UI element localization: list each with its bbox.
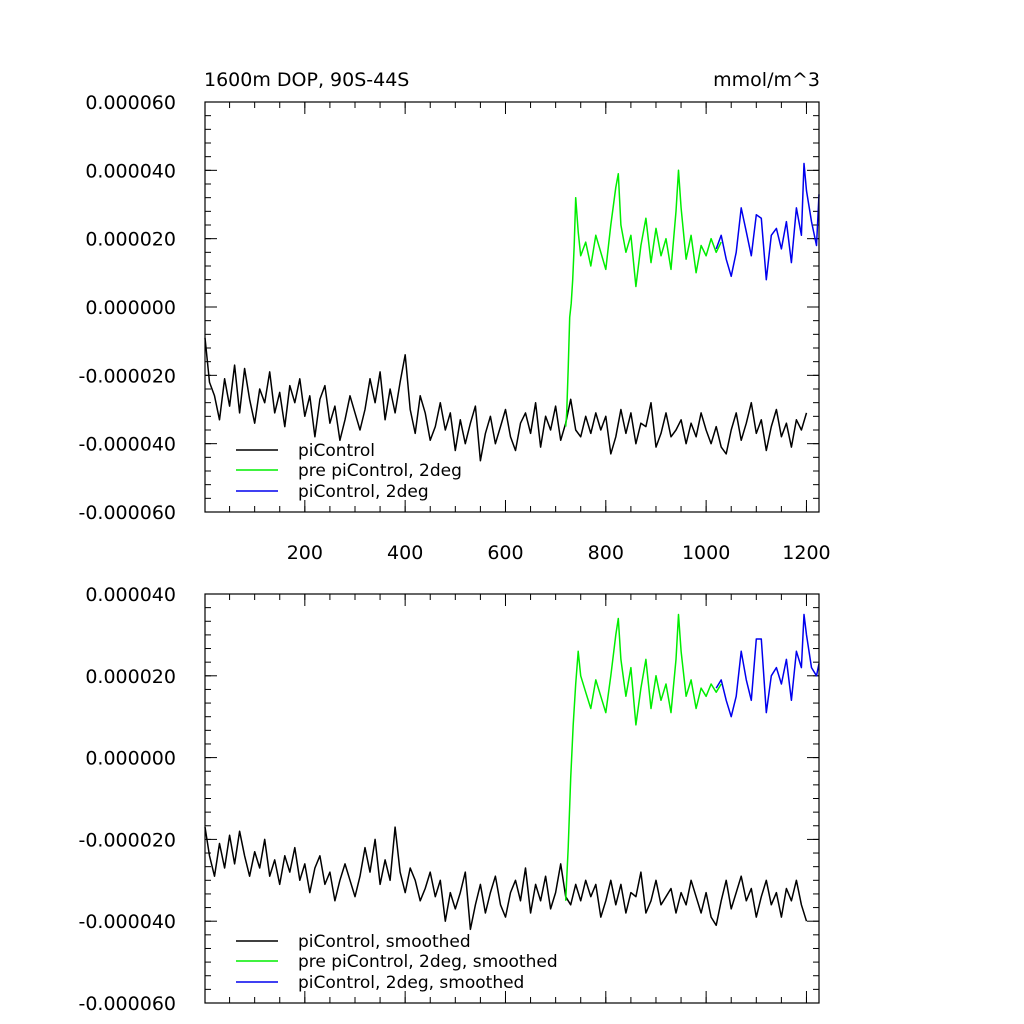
x-tick-label: 600	[487, 542, 523, 564]
legend-label-picontrol-2deg: piControl, 2deg	[298, 482, 429, 502]
series-line-picontrol-2deg-smoothed	[715, 613, 820, 718]
y-tick-label: -0.000060	[78, 502, 176, 524]
y-tick-label: 0.000020	[85, 666, 176, 688]
series-lines	[204, 162, 820, 462]
y-tick-label: -0.000020	[78, 829, 176, 851]
units-label: mmol/m^3	[713, 69, 820, 91]
legend-label-picontrol: piControl	[298, 441, 375, 461]
y-tick-label: -0.000060	[78, 993, 176, 1015]
series-line-pre-picontrol-2deg	[564, 169, 722, 427]
y-tick-label: 0.000040	[85, 160, 176, 182]
series-line-pre-picontrol-2deg-smoothed	[564, 613, 722, 901]
legend-label-pre-picontrol-2deg-smoothed: pre piControl, 2deg, smoothed	[298, 952, 558, 972]
y-tick-labels: 0.000040 0.000020 0.000000 -0.000020 -0.0000…	[78, 584, 176, 1015]
y-tick-label: 0.000000	[85, 297, 176, 319]
y-tick-label: 0.000040	[85, 584, 176, 606]
x-tick-label: 1200	[782, 542, 830, 564]
x-tick-label: 400	[387, 542, 423, 564]
series-line-picontrol-2deg	[715, 162, 820, 281]
y-tick-label: 0.000020	[85, 229, 176, 251]
x-tick-label: 1000	[682, 542, 730, 564]
y-tick-label: 0.000000	[85, 748, 176, 770]
legend-label-picontrol-2deg-smoothed: piControl, 2deg, smoothed	[298, 973, 524, 993]
x-tick-labels: 200 400 600 800 1000 1200	[287, 542, 831, 564]
legend-label-picontrol-smoothed: piControl, smoothed	[298, 932, 471, 952]
y-tick-labels: 0.000060 0.000040 0.000020 0.000000 -0.00002…	[78, 92, 176, 524]
plot-frame	[204, 101, 820, 513]
panel-title: 1600m DOP, 90S-44S	[204, 69, 409, 91]
y-tick-label: -0.000020	[78, 365, 176, 387]
legend: piControl, smoothed pre piControl, 2deg,…	[236, 932, 558, 993]
legend: piControl pre piControl, 2deg piControl,…	[236, 441, 462, 502]
y-tick-label: 0.000060	[85, 92, 176, 114]
top-panel: 1600m DOP, 90S-44S mmol/m^3 0.0000600.00…	[78, 69, 830, 564]
legend-label-pre-picontrol-2deg: pre piControl, 2deg	[298, 461, 462, 481]
series-line-picontrol-smoothed	[204, 826, 808, 931]
y-tick-label: -0.000040	[78, 911, 176, 933]
bottom-panel: 0.000040 0.000020 0.000000 -0.000020 -0.0000…	[78, 584, 820, 1015]
plot-frame	[204, 593, 820, 1004]
x-tick-label: 200	[287, 542, 323, 564]
y-tick-label: -0.000040	[78, 434, 176, 456]
x-tick-label: 800	[588, 542, 624, 564]
series-line-picontrol	[204, 337, 808, 462]
series-lines	[204, 613, 820, 931]
